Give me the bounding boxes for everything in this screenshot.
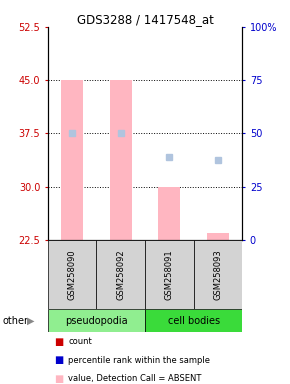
Bar (145, 309, 242, 332)
Bar (110, 80, 132, 240)
Bar (48, 240, 96, 309)
Text: GSM258093: GSM258093 (213, 249, 222, 300)
Text: count: count (68, 337, 92, 346)
Text: GSM258092: GSM258092 (116, 249, 125, 300)
Bar (96, 240, 145, 309)
Bar (158, 187, 180, 240)
Text: GSM258091: GSM258091 (165, 249, 174, 300)
Text: ■: ■ (54, 374, 63, 384)
Text: percentile rank within the sample: percentile rank within the sample (68, 356, 210, 365)
Text: ■: ■ (54, 337, 63, 347)
Bar (145, 240, 194, 309)
Bar (207, 233, 229, 240)
Text: value, Detection Call = ABSENT: value, Detection Call = ABSENT (68, 374, 202, 383)
Text: ■: ■ (54, 355, 63, 365)
Text: pseudopodia: pseudopodia (65, 316, 128, 326)
Text: other: other (3, 316, 29, 326)
Bar (61, 80, 83, 240)
Bar (194, 240, 242, 309)
Text: GSM258090: GSM258090 (68, 249, 77, 300)
Text: ▶: ▶ (27, 316, 34, 326)
Text: GDS3288 / 1417548_at: GDS3288 / 1417548_at (77, 13, 213, 26)
Bar (48, 309, 145, 332)
Text: cell bodies: cell bodies (168, 316, 220, 326)
